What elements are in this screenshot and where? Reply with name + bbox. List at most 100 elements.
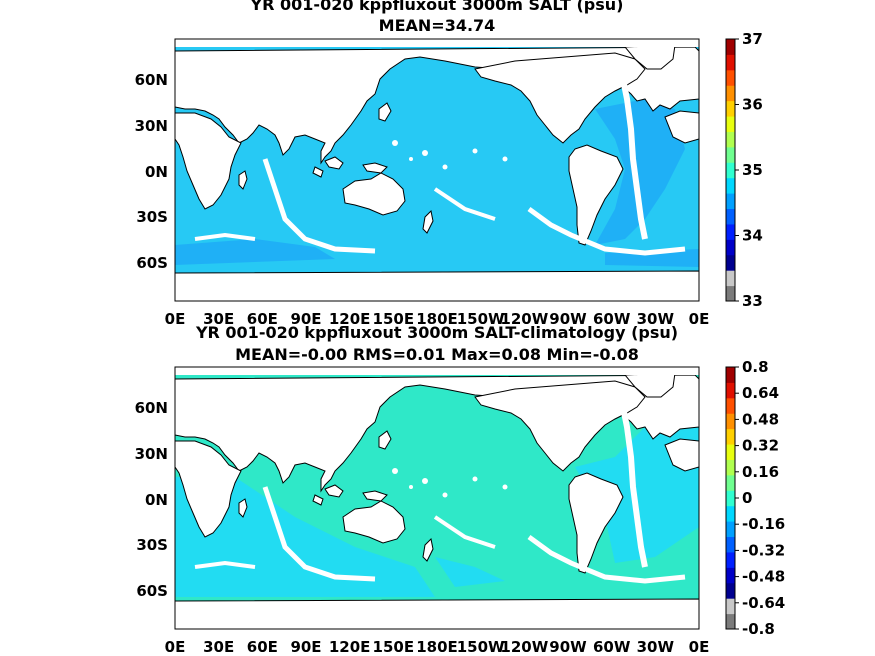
bottom-title-line1: YR 001-020 kppfluxout 3000m SALT-climato… (195, 323, 678, 342)
colorbar-swatch (726, 85, 735, 102)
lon-label: 150W (457, 310, 505, 328)
colorbar-swatch (726, 490, 735, 507)
lon-label: 0E (689, 310, 710, 328)
colorbar-swatch (726, 413, 735, 430)
colorbar-swatch (726, 285, 735, 302)
bottom-lat-label: 30N (135, 445, 168, 463)
bottom-map-frame (174, 366, 700, 630)
lon-label: 180E (416, 310, 458, 328)
colorbar-swatch (726, 505, 735, 522)
colorbar-tick-label: 0.48 (742, 410, 779, 428)
lon-label: 60E (247, 638, 278, 656)
lon-label: 180E (416, 638, 458, 656)
colorbar-tick-label: 36 (742, 96, 763, 114)
colorbar-tick-label: -0.64 (742, 594, 785, 612)
colorbar-swatch (726, 116, 735, 132)
top-map (175, 39, 699, 301)
colorbar-swatch (726, 69, 735, 86)
colorbar-swatch (726, 208, 735, 225)
colorbar-swatch (726, 100, 735, 117)
top-salinity-patches (175, 99, 699, 267)
colorbar-swatch (726, 223, 735, 240)
bottom-lat-label: 60S (136, 582, 168, 600)
lon-label: 90W (549, 638, 587, 656)
colorbar-swatch (726, 521, 735, 538)
bottom-panel: YR 001-020 kppfluxout 3000m SALT-climato… (135, 323, 786, 656)
top-title-line1: YR 001-020 kppfluxout 3000m SALT (psu) (250, 0, 624, 14)
top-lat-label: 60S (136, 254, 168, 272)
top-panel: YR 001-020 kppfluxout 3000m SALT (psu) M… (135, 0, 763, 328)
colorbar-tick-label: 35 (742, 161, 763, 179)
colorbar-tick-label: -0.16 (742, 515, 785, 533)
colorbar-swatch (726, 162, 735, 179)
bottom-map (175, 367, 699, 629)
lon-label: 120E (329, 638, 371, 656)
bottom-lat-label: 60N (135, 399, 168, 417)
bottom-title-line2: MEAN=-0.00 RMS=0.01 Max=0.08 Min=-0.08 (235, 345, 639, 364)
lon-label: 150W (457, 638, 505, 656)
colorbar-swatch (726, 598, 735, 615)
bottom-colorbar: 0.8 0.64 0.48 0.32 0.16 0 -0.16 -0.32 -0.48 -0.64… (725, 358, 785, 638)
bottom-lat-labels: 60N 30N 0N 30S 60S (135, 399, 168, 600)
colorbar-tick-label: -0.32 (742, 541, 785, 559)
bottom-lat-label: 0N (145, 491, 168, 509)
lon-label: 150E (373, 310, 415, 328)
colorbar-swatch (726, 474, 735, 491)
colorbar-swatch (726, 613, 735, 630)
colorbar-swatch (726, 131, 735, 148)
colorbar-tick-label: 0.32 (742, 437, 779, 455)
colorbar-tick-label: -0.48 (742, 568, 785, 586)
lon-label: 30E (203, 638, 234, 656)
top-title-line2: MEAN=34.74 (379, 16, 496, 35)
colorbar-swatch (726, 193, 735, 210)
lon-label: 90W (549, 310, 587, 328)
lon-label: 120W (500, 638, 548, 656)
colorbar-swatch (726, 567, 735, 584)
colorbar-swatch (726, 459, 735, 476)
colorbar-swatch (726, 239, 735, 256)
colorbar-tick-label: 33 (742, 292, 763, 310)
colorbar-swatch (726, 367, 735, 383)
lon-label: 90E (290, 310, 321, 328)
lon-label: 120E (329, 310, 371, 328)
bottom-lat-label: 30S (136, 536, 168, 554)
colorbar-swatch (726, 177, 735, 194)
colorbar-tick-label: 34 (742, 227, 763, 245)
colorbar-swatch (726, 582, 735, 599)
lon-label: 0E (165, 638, 186, 656)
colorbar-swatch (726, 54, 735, 71)
colorbar-swatch (726, 382, 735, 399)
top-lat-label: 30N (135, 117, 168, 135)
lon-label: 60E (247, 310, 278, 328)
lon-label: 30E (203, 310, 234, 328)
lon-label: 60W (593, 638, 631, 656)
colorbar-tick-label: 0.16 (742, 463, 779, 481)
lon-label: 120W (500, 310, 548, 328)
colorbar-swatch (726, 536, 735, 553)
colorbar-tick-label: -0.8 (742, 620, 775, 638)
top-lat-label: 30S (136, 208, 168, 226)
top-map-frame (174, 38, 700, 302)
lon-label: 0E (689, 638, 710, 656)
colorbar-swatch (726, 444, 735, 460)
lon-label: 150E (373, 638, 415, 656)
colorbar-swatch (726, 146, 735, 163)
lon-label: 30W (637, 310, 675, 328)
top-lat-label: 60N (135, 71, 168, 89)
lon-label: 30W (637, 638, 675, 656)
top-colorbar: 37 36 35 34 33 (725, 30, 763, 310)
colorbar-swatch (726, 254, 735, 271)
colorbar-swatch (726, 428, 735, 445)
colorbar-tick-label: 0 (742, 489, 752, 507)
colorbar-swatch (726, 551, 735, 568)
lon-label: 60W (593, 310, 631, 328)
colorbar-tick-label: 37 (742, 30, 763, 48)
colorbar-swatch (726, 270, 735, 287)
colorbar-tick-label: 0.8 (742, 358, 769, 376)
colorbar-swatch (726, 397, 735, 414)
lon-label: 0E (165, 310, 186, 328)
colorbar-tick-label: 0.64 (742, 384, 779, 402)
